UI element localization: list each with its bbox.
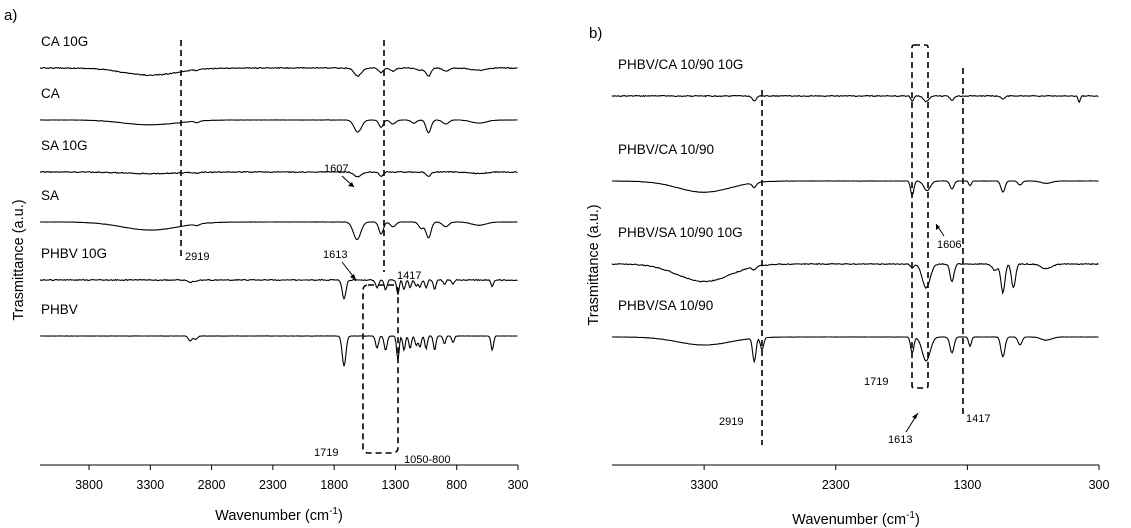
x-tick-label: 2800 bbox=[198, 478, 226, 492]
series-label: PHBV/CA 10/90 bbox=[618, 142, 714, 157]
annotation-1606-b: 1606 bbox=[937, 239, 961, 251]
trace-sa-10g bbox=[39, 170, 518, 178]
panel-a-x-ticks: 3800 3300 2800 2300 1800 1300 800 300 bbox=[75, 465, 528, 492]
x-tick-label: 3300 bbox=[690, 478, 718, 492]
series-label: PHBV bbox=[41, 302, 78, 317]
series-label: PHBV/CA 10/90 10G bbox=[618, 57, 743, 72]
annotation-1719-b: 1719 bbox=[864, 376, 888, 388]
x-tick-label: 2300 bbox=[822, 478, 850, 492]
trace-phbv-ca-10-90-10g bbox=[611, 94, 1099, 104]
x-tick-label: 1300 bbox=[953, 478, 981, 492]
annotation-1613-a: 1613 bbox=[323, 249, 347, 261]
arrowhead-1607-a bbox=[348, 182, 354, 187]
x-tick-label: 2300 bbox=[259, 478, 287, 492]
trace-ca-10g bbox=[39, 66, 518, 77]
dashbox-1719-b bbox=[911, 44, 929, 389]
series-label: CA bbox=[41, 86, 60, 101]
trace-sa bbox=[39, 221, 518, 241]
panel-b: b) 3300 2300 1300 300 Wavenumber (cm-1) Tra… bbox=[586, 25, 1109, 528]
panel-b-y-axis-title: Trasmittance (a.u.) bbox=[586, 204, 602, 325]
panel-b-x-ticks: 3300 2300 1300 300 bbox=[690, 465, 1109, 492]
series-label: SA bbox=[41, 188, 59, 203]
trace-phbv-sa-10-90 bbox=[611, 336, 1099, 363]
panel-b-label: b) bbox=[589, 25, 602, 42]
annotation-1417-b: 1417 bbox=[966, 413, 990, 425]
arrowhead-1613-a bbox=[350, 274, 356, 280]
x-tick-label: 3300 bbox=[136, 478, 164, 492]
panel-b-x-axis-title: Wavenumber (cm-1) bbox=[792, 510, 920, 528]
annotation-1417-a: 1417 bbox=[397, 270, 421, 282]
panel-a-y-axis-title: Trasmittance (a.u.) bbox=[11, 199, 27, 320]
arrowhead-1606-b bbox=[936, 224, 940, 230]
panel-a: a) 3800 3300 2800 2300 1800 1300 800 300 Wavenu… bbox=[4, 7, 528, 524]
x-tick-label: 800 bbox=[446, 478, 467, 492]
trace-phbv-10g bbox=[39, 278, 518, 301]
trace-phbv-ca-10-90 bbox=[611, 180, 1099, 197]
x-tick-label: 300 bbox=[508, 478, 529, 492]
series-label: CA 10G bbox=[41, 34, 88, 49]
x-tick-label: 3800 bbox=[75, 478, 103, 492]
trace-phbv bbox=[39, 335, 518, 367]
annotation-2919-b: 2919 bbox=[719, 416, 743, 428]
annotation-1613-b: 1613 bbox=[888, 434, 912, 446]
x-tick-label: 300 bbox=[1089, 478, 1110, 492]
panel-a-traces: CA 10G CA SA 10G SA PHBV 10G PHBV bbox=[39, 34, 518, 367]
annotation-1719-a: 1719 bbox=[314, 447, 338, 459]
trace-ca bbox=[39, 119, 518, 134]
arrowhead-1613-b bbox=[912, 413, 918, 419]
panel-a-label: a) bbox=[4, 7, 17, 24]
series-label: PHBV/SA 10/90 bbox=[618, 298, 713, 313]
annotation-2919-a: 2919 bbox=[185, 251, 209, 263]
series-label: PHBV/SA 10/90 10G bbox=[618, 225, 743, 240]
panel-b-traces: PHBV/CA 10/90 10G PHBV/CA 10/90 PHBV/SA 10… bbox=[611, 57, 1099, 363]
series-label: PHBV 10G bbox=[41, 246, 107, 261]
x-tick-label: 1300 bbox=[382, 478, 410, 492]
series-label: SA 10G bbox=[41, 138, 88, 153]
dashbox-1050-800-a bbox=[362, 284, 399, 454]
annotation-1050-800-a: 1050-800 bbox=[404, 454, 451, 466]
annotation-1607-a: 1607 bbox=[324, 163, 348, 175]
x-tick-label: 1800 bbox=[320, 478, 348, 492]
panel-a-x-axis-title: Wavenumber (cm-1) bbox=[215, 506, 343, 524]
trace-phbv-sa-10-90-10g bbox=[611, 262, 1099, 296]
